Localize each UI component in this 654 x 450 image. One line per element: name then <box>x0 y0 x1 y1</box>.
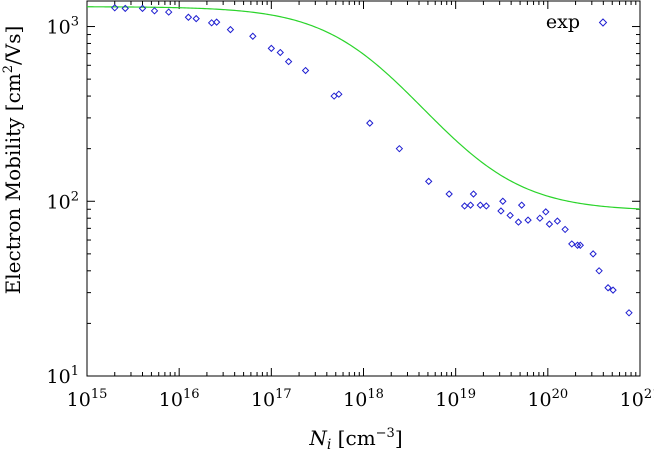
data-point <box>226 25 235 34</box>
y-tick-label: 101 <box>47 364 79 388</box>
data-point <box>445 190 453 198</box>
data-point <box>249 32 257 40</box>
data-point <box>335 90 343 98</box>
legend-marker <box>598 18 608 27</box>
data-point <box>466 201 475 209</box>
data-point <box>301 66 310 75</box>
data-point <box>625 309 633 317</box>
data-point <box>395 144 404 153</box>
data-point <box>482 202 491 210</box>
y-tick-label: 103 <box>47 15 79 39</box>
data-point <box>536 214 544 222</box>
data-point <box>568 240 576 248</box>
data-point <box>276 48 284 57</box>
data-point <box>121 4 129 13</box>
x-tick-label: 1016 <box>159 387 200 411</box>
data-point <box>425 177 433 186</box>
data-point <box>589 250 597 258</box>
x-tick-label: 1020 <box>527 387 568 411</box>
data-point <box>469 190 478 198</box>
y-tick-label: 102 <box>47 189 79 213</box>
data-point <box>506 211 514 220</box>
fit-curve-layer <box>86 6 641 210</box>
data-point <box>476 201 484 209</box>
plot-frame <box>86 0 641 377</box>
y-ticks: 101 102 103 <box>47 15 640 388</box>
data-point <box>517 201 526 209</box>
fit-curve <box>86 6 641 210</box>
y-axis-title: Electron Mobility [cm2/Vs] <box>1 26 25 295</box>
data-point <box>497 207 505 215</box>
legend: exp <box>546 11 608 33</box>
data-point <box>545 220 554 228</box>
data-point <box>576 241 585 249</box>
data-point <box>267 44 276 53</box>
data-point <box>514 218 523 226</box>
data-point <box>164 8 173 16</box>
x-tick-label: 1019 <box>435 387 476 411</box>
data-point <box>524 216 532 224</box>
data-point <box>212 18 221 26</box>
data-point <box>138 4 147 13</box>
data-point <box>111 4 119 12</box>
data-point <box>150 7 159 15</box>
data-point <box>366 119 374 127</box>
x-tick-label: 1017 <box>251 387 292 411</box>
x-axis-title: Ni [cm−3] <box>308 426 402 450</box>
legend-label: exp <box>546 11 580 33</box>
data-point <box>542 208 550 216</box>
data-point <box>573 241 582 249</box>
data-point <box>284 57 293 66</box>
data-point <box>604 284 612 292</box>
data-point <box>460 202 469 210</box>
data-point <box>499 197 507 205</box>
data-markers <box>111 4 633 317</box>
x-tick-label: 1015 <box>67 387 108 411</box>
data-point <box>595 267 603 275</box>
data-point <box>553 217 562 225</box>
data-point <box>184 13 193 21</box>
data-point <box>192 14 200 23</box>
x-tick-label: 1018 <box>343 387 384 411</box>
data-point <box>609 286 617 294</box>
data-point <box>561 225 569 234</box>
